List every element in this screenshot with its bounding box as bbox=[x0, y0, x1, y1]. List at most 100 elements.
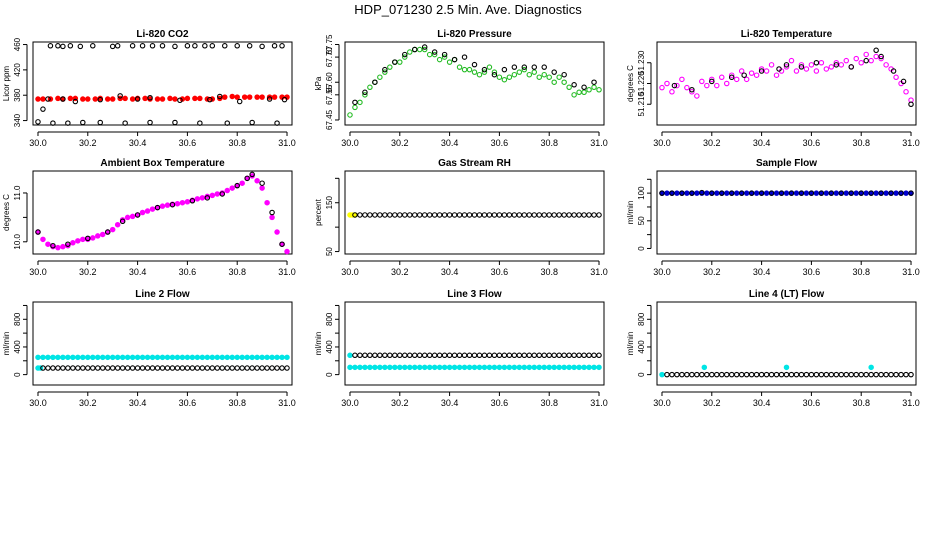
plot-frame bbox=[656, 170, 917, 255]
data-point bbox=[873, 53, 879, 60]
data-point bbox=[684, 84, 690, 91]
data-point bbox=[269, 214, 275, 221]
data-point bbox=[357, 364, 363, 371]
data-point bbox=[471, 364, 478, 371]
data-point bbox=[109, 354, 116, 361]
data-point bbox=[858, 190, 864, 196]
data-point bbox=[97, 119, 103, 126]
data-point bbox=[431, 352, 438, 359]
data-point bbox=[204, 195, 211, 201]
x-tick-label: 30.2 bbox=[79, 138, 97, 148]
data-point bbox=[511, 71, 518, 78]
data-point bbox=[254, 178, 260, 184]
x-tick-label: 30.6 bbox=[491, 138, 509, 148]
data-point bbox=[362, 89, 368, 96]
x-tick-label: 30.8 bbox=[540, 398, 558, 408]
data-point bbox=[511, 364, 518, 371]
data-point bbox=[80, 236, 86, 243]
data-point bbox=[259, 43, 265, 50]
data-point bbox=[377, 352, 383, 359]
data-point bbox=[516, 352, 523, 359]
data-point bbox=[222, 43, 228, 49]
data-point bbox=[104, 365, 111, 371]
data-point bbox=[883, 371, 889, 378]
data-point bbox=[129, 213, 136, 220]
data-point bbox=[521, 352, 528, 359]
y-tick-label: 67.60 bbox=[325, 72, 334, 93]
data-point bbox=[556, 352, 562, 359]
data-point bbox=[694, 93, 700, 99]
data-point bbox=[224, 120, 231, 126]
data-point bbox=[591, 212, 597, 218]
data-point bbox=[586, 352, 592, 359]
data-point bbox=[269, 365, 275, 371]
data-point bbox=[65, 120, 71, 126]
data-point bbox=[431, 364, 438, 371]
data-point bbox=[798, 190, 805, 196]
data-point bbox=[421, 212, 428, 218]
data-point bbox=[387, 352, 393, 359]
data-point bbox=[689, 190, 695, 196]
data-point bbox=[748, 70, 755, 76]
data-point bbox=[561, 352, 567, 359]
data-point bbox=[244, 175, 250, 182]
chart-panel: Li-820 CO2 30.0 30.2 30.4 30.6 30.8 31.0 340 380… bbox=[2, 29, 296, 148]
data-point bbox=[863, 190, 869, 196]
data-point bbox=[411, 212, 418, 218]
series-black bbox=[35, 43, 288, 126]
data-point bbox=[60, 354, 66, 361]
x-tick-label: 31.0 bbox=[590, 138, 608, 148]
data-point bbox=[451, 364, 458, 371]
data-point bbox=[556, 364, 562, 371]
data-point bbox=[531, 64, 538, 70]
data-point bbox=[70, 365, 76, 371]
x-tick-label: 30.8 bbox=[228, 267, 246, 277]
data-point bbox=[402, 54, 408, 60]
x-tick-label: 31.0 bbox=[278, 267, 296, 277]
data-point bbox=[674, 82, 680, 89]
data-point bbox=[461, 352, 468, 359]
chart-title: Line 3 Flow bbox=[447, 289, 502, 300]
x-tick-label: 30.2 bbox=[703, 138, 721, 148]
series-black bbox=[664, 371, 914, 378]
data-point bbox=[491, 69, 498, 75]
y-tick-label: 400 bbox=[13, 340, 22, 354]
data-point bbox=[659, 371, 665, 378]
data-point bbox=[174, 354, 181, 361]
data-point bbox=[768, 371, 775, 378]
x-tick-label: 31.0 bbox=[902, 138, 920, 148]
data-point bbox=[264, 354, 270, 361]
x-tick-label: 30.0 bbox=[341, 138, 359, 148]
x-tick-label: 30.4 bbox=[441, 398, 459, 408]
data-point bbox=[139, 43, 146, 49]
data-point bbox=[908, 190, 914, 196]
data-point bbox=[40, 236, 46, 243]
data-point bbox=[466, 352, 473, 359]
series-black bbox=[352, 212, 602, 218]
data-point bbox=[109, 96, 116, 102]
data-point bbox=[254, 354, 260, 361]
data-point bbox=[566, 84, 572, 91]
data-point bbox=[501, 364, 508, 371]
data-point bbox=[229, 185, 235, 191]
data-point bbox=[169, 354, 176, 361]
data-point bbox=[768, 62, 775, 68]
data-point bbox=[664, 371, 670, 378]
data-point bbox=[416, 352, 423, 359]
data-point bbox=[60, 365, 66, 371]
data-point bbox=[209, 192, 216, 199]
data-point bbox=[80, 96, 86, 102]
data-point bbox=[551, 352, 557, 359]
chart-panel: Li-820 Pressure 30.0 30.2 30.4 30.6 30.8 31.0 6… bbox=[314, 29, 608, 148]
chart-title: Line 2 Flow bbox=[135, 289, 190, 300]
data-point bbox=[209, 354, 216, 361]
data-point bbox=[556, 74, 562, 80]
data-point bbox=[773, 371, 780, 378]
data-point bbox=[40, 96, 46, 102]
data-point bbox=[709, 76, 715, 83]
data-point bbox=[451, 212, 458, 218]
data-point bbox=[274, 229, 280, 235]
data-point bbox=[853, 55, 859, 62]
data-point bbox=[284, 365, 290, 371]
data-point bbox=[441, 364, 448, 371]
